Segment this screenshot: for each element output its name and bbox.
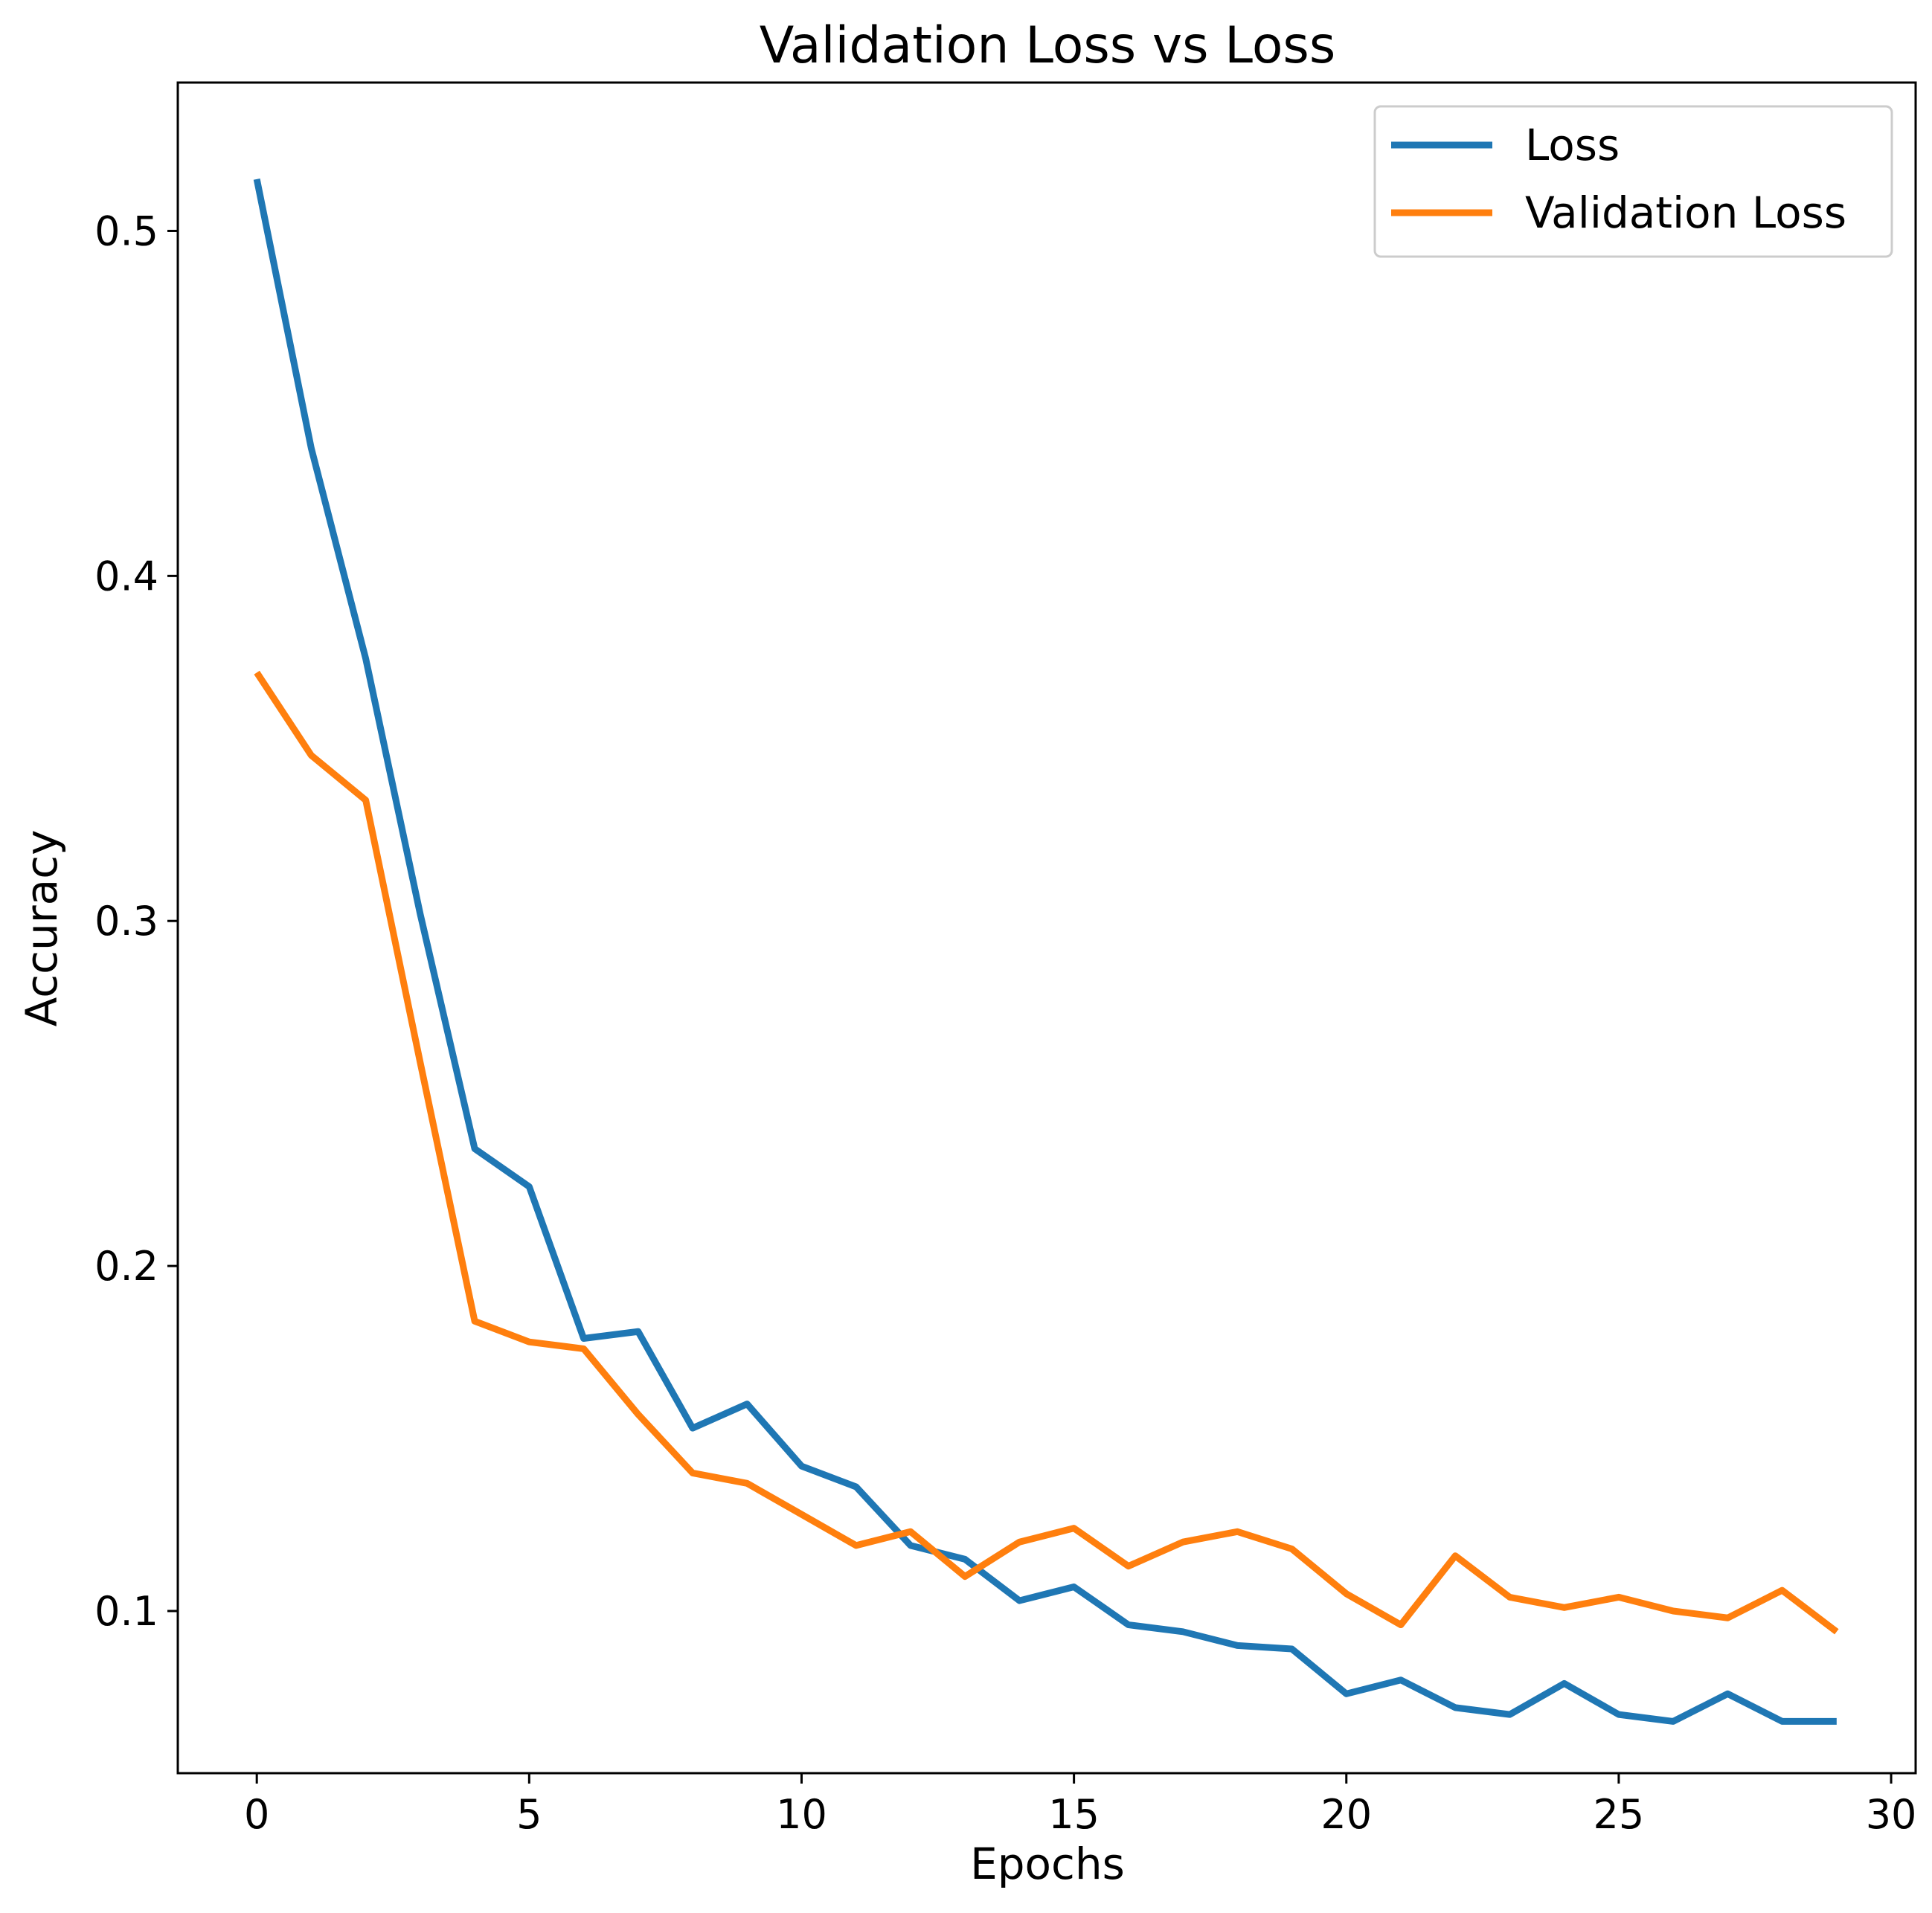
y-tick-label: 0.5 xyxy=(94,208,158,254)
plot-area xyxy=(253,178,1839,1725)
x-tick-label: 15 xyxy=(1048,1791,1100,1838)
y-tick-label: 0.2 xyxy=(94,1243,158,1290)
legend-label-loss: Loss xyxy=(1525,120,1620,170)
x-tick-label: 20 xyxy=(1320,1791,1372,1838)
x-tick-label: 0 xyxy=(244,1791,269,1838)
series-line-validation-loss xyxy=(254,670,1839,1635)
x-tick-label: 5 xyxy=(516,1791,542,1838)
y-axis-ticks: 0.1 0.2 0.3 0.4 0.5 xyxy=(94,208,178,1635)
y-axis-label: Accuracy xyxy=(16,830,67,1027)
y-tick-label: 0.3 xyxy=(94,898,158,945)
x-tick-label: 30 xyxy=(1866,1791,1917,1838)
chart-title: Validation Loss vs Loss xyxy=(760,16,1336,75)
y-tick-label: 0.1 xyxy=(94,1588,158,1635)
y-tick-label: 0.4 xyxy=(94,553,158,599)
x-tick-label: 25 xyxy=(1594,1791,1645,1838)
plot-frame xyxy=(176,81,1917,1775)
legend-label-validation-loss: Validation Loss xyxy=(1525,187,1846,238)
x-tick-label: 10 xyxy=(776,1791,827,1838)
legend-box xyxy=(1373,105,1893,258)
x-axis-label: Epochs xyxy=(970,1839,1125,1889)
series-line-loss xyxy=(253,178,1837,1725)
x-axis-ticks: 0 5 10 15 20 25 30 xyxy=(244,1773,1916,1838)
legend: Loss Validation Loss xyxy=(1373,105,1893,258)
